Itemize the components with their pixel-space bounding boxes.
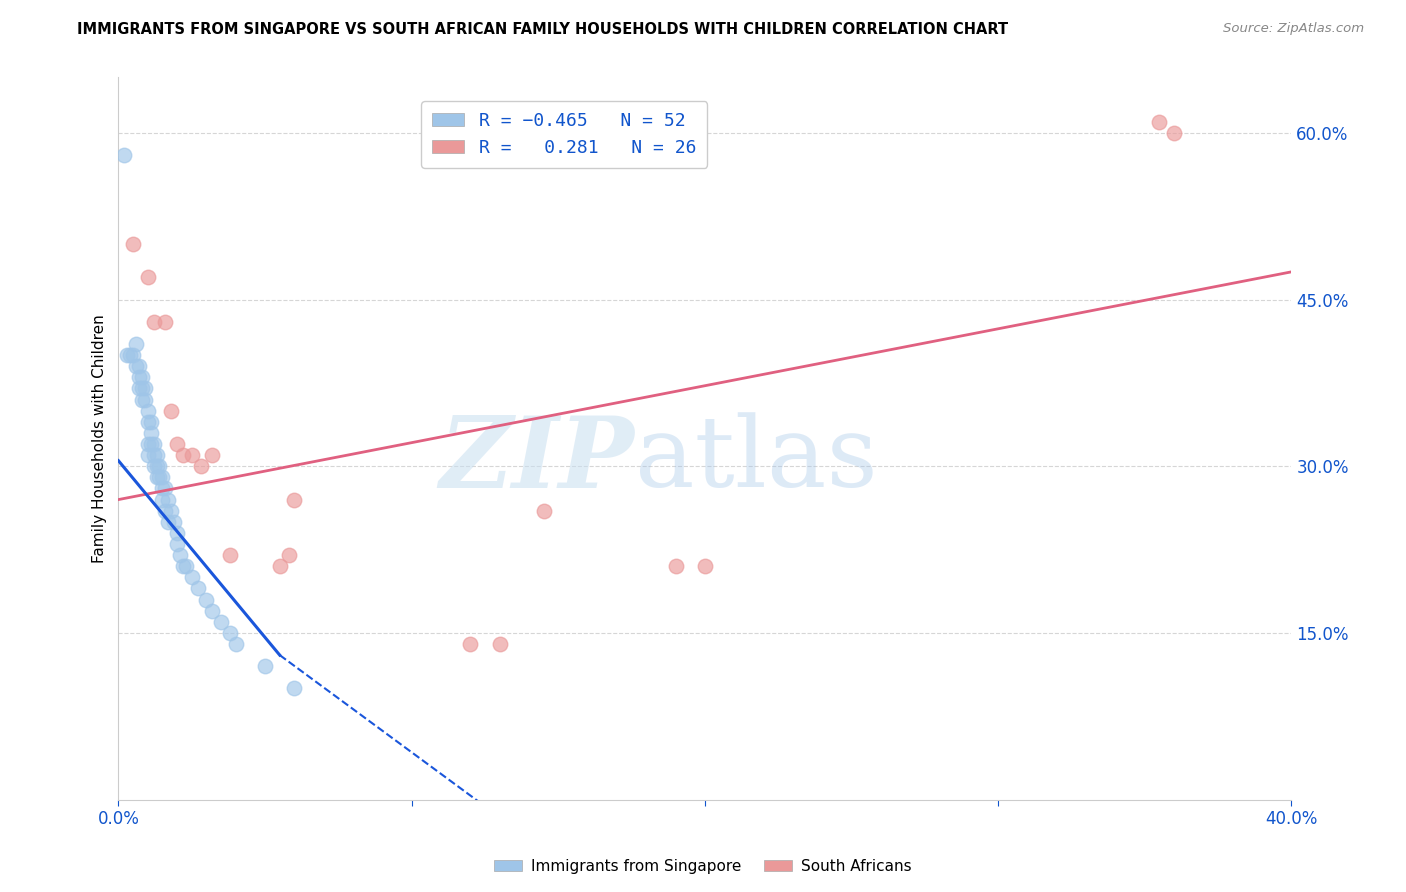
Point bbox=[128, 359, 150, 374]
Point bbox=[134, 382, 156, 396]
Point bbox=[693, 559, 716, 574]
Point bbox=[125, 359, 148, 374]
Point bbox=[180, 570, 202, 584]
Point bbox=[122, 348, 145, 362]
Point bbox=[174, 559, 197, 574]
Point bbox=[163, 515, 186, 529]
Point bbox=[190, 459, 212, 474]
Point bbox=[166, 437, 188, 451]
Point bbox=[122, 237, 145, 252]
Point bbox=[157, 492, 180, 507]
Point bbox=[155, 482, 177, 496]
Point bbox=[201, 448, 224, 462]
Point bbox=[142, 315, 165, 329]
Text: Source: ZipAtlas.com: Source: ZipAtlas.com bbox=[1223, 22, 1364, 36]
Point bbox=[155, 504, 177, 518]
Point bbox=[115, 348, 138, 362]
Point bbox=[172, 448, 194, 462]
Point bbox=[225, 637, 247, 651]
Point bbox=[169, 548, 191, 562]
Point bbox=[120, 348, 142, 362]
Point bbox=[195, 592, 218, 607]
Y-axis label: Family Households with Children: Family Households with Children bbox=[93, 314, 107, 563]
Point bbox=[136, 403, 159, 417]
Point bbox=[125, 337, 148, 351]
Point bbox=[136, 448, 159, 462]
Point bbox=[155, 315, 177, 329]
Point bbox=[131, 370, 153, 384]
Text: IMMIGRANTS FROM SINGAPORE VS SOUTH AFRICAN FAMILY HOUSEHOLDS WITH CHILDREN CORRE: IMMIGRANTS FROM SINGAPORE VS SOUTH AFRIC… bbox=[77, 22, 1008, 37]
Point bbox=[131, 392, 153, 407]
Point bbox=[283, 492, 305, 507]
Point bbox=[145, 448, 167, 462]
Point bbox=[254, 659, 277, 673]
Point bbox=[139, 425, 162, 440]
Point bbox=[218, 626, 240, 640]
Point bbox=[136, 270, 159, 285]
Point bbox=[136, 415, 159, 429]
Point bbox=[269, 559, 291, 574]
Point bbox=[139, 415, 162, 429]
Point bbox=[488, 637, 510, 651]
Point bbox=[665, 559, 688, 574]
Point bbox=[157, 515, 180, 529]
Point bbox=[277, 548, 299, 562]
Point bbox=[201, 604, 224, 618]
Point bbox=[128, 382, 150, 396]
Point bbox=[172, 559, 194, 574]
Point bbox=[187, 582, 209, 596]
Point bbox=[148, 470, 170, 484]
Point bbox=[218, 548, 240, 562]
Point bbox=[142, 448, 165, 462]
Point bbox=[533, 504, 555, 518]
Point bbox=[160, 504, 183, 518]
Point bbox=[1149, 115, 1171, 129]
Point bbox=[139, 437, 162, 451]
Point bbox=[145, 459, 167, 474]
Point bbox=[142, 459, 165, 474]
Point bbox=[136, 437, 159, 451]
Point bbox=[160, 403, 183, 417]
Point bbox=[142, 437, 165, 451]
Point bbox=[209, 615, 232, 629]
Text: ZIP: ZIP bbox=[440, 412, 634, 508]
Point bbox=[134, 392, 156, 407]
Legend: Immigrants from Singapore, South Africans: Immigrants from Singapore, South African… bbox=[488, 853, 918, 880]
Point bbox=[166, 537, 188, 551]
Point bbox=[166, 525, 188, 540]
Point bbox=[180, 448, 202, 462]
Point bbox=[131, 382, 153, 396]
Point bbox=[152, 492, 174, 507]
Point bbox=[148, 459, 170, 474]
Point bbox=[152, 482, 174, 496]
Point bbox=[112, 148, 135, 162]
Point bbox=[283, 681, 305, 696]
Point bbox=[152, 470, 174, 484]
Legend: R = −0.465   N = 52, R =   0.281   N = 26: R = −0.465 N = 52, R = 0.281 N = 26 bbox=[422, 101, 707, 168]
Point bbox=[460, 637, 482, 651]
Text: atlas: atlas bbox=[634, 412, 877, 508]
Point bbox=[128, 370, 150, 384]
Point bbox=[1163, 126, 1185, 140]
Point bbox=[145, 470, 167, 484]
